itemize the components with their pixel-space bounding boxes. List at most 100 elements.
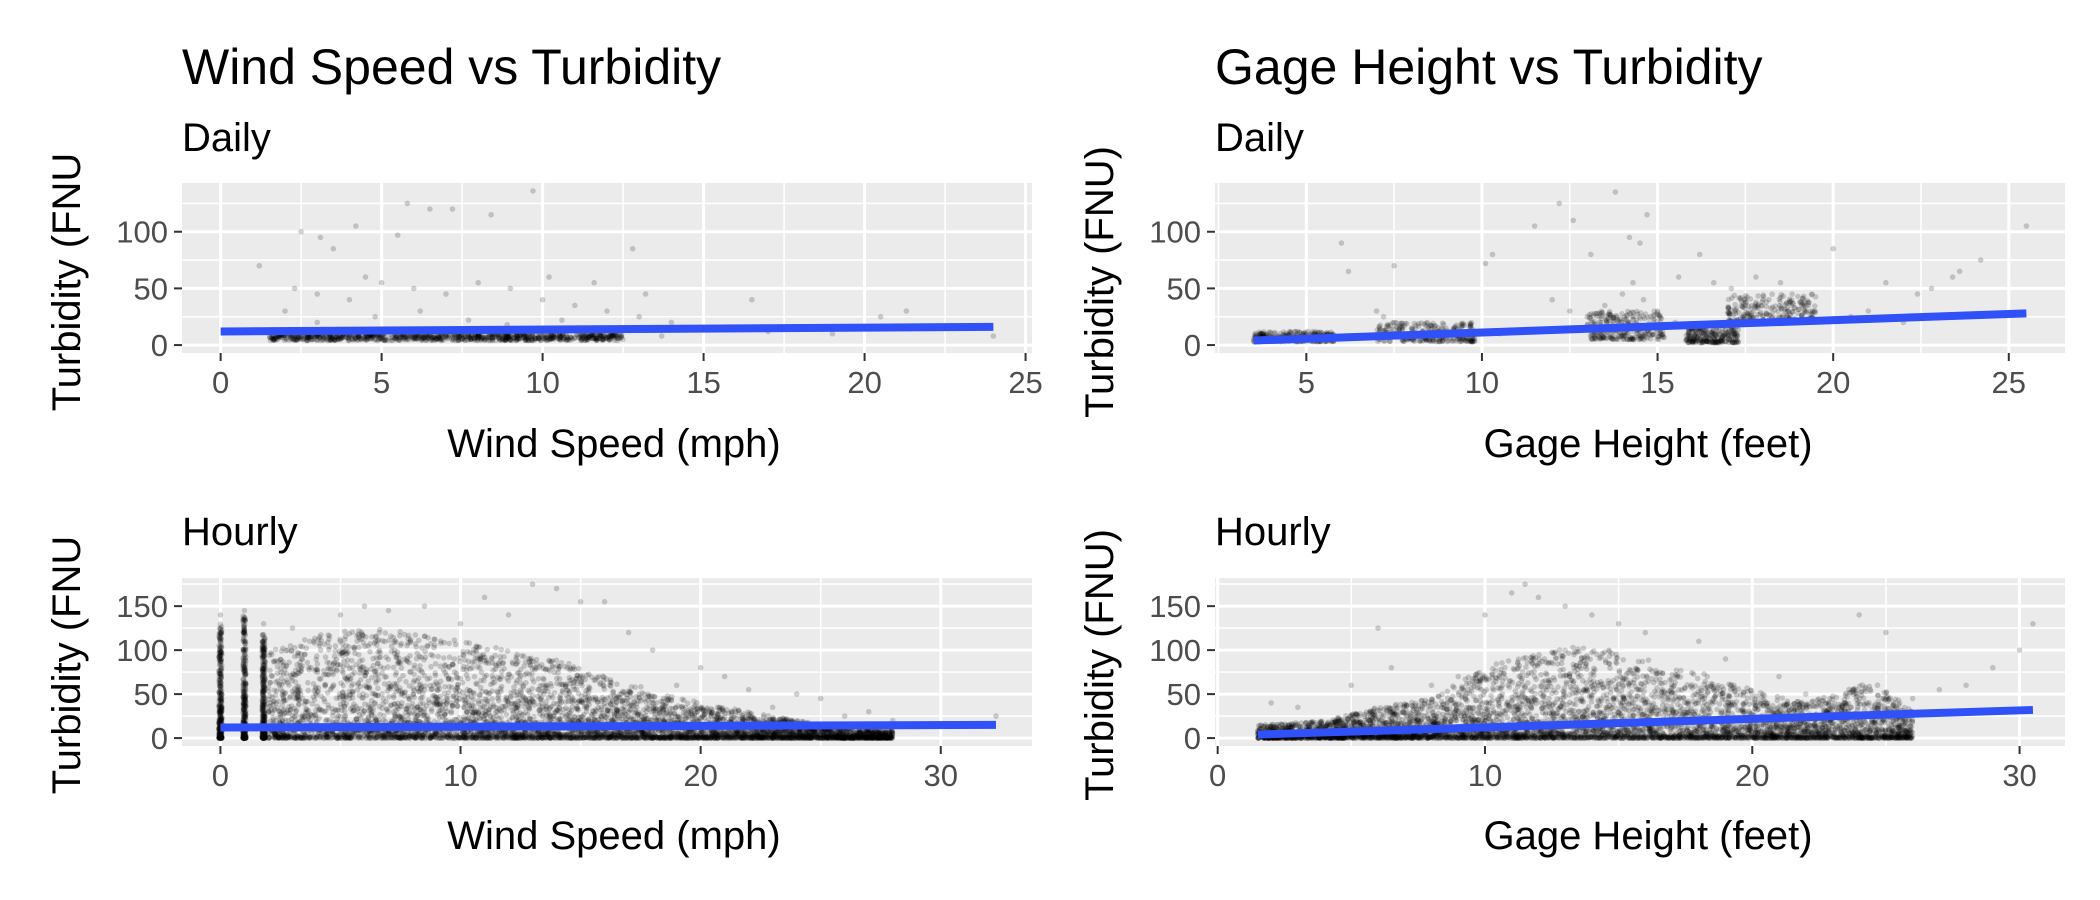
cluster-point bbox=[1622, 332, 1629, 339]
cluster-point bbox=[1725, 310, 1732, 317]
cluster-point bbox=[1398, 323, 1405, 329]
cluster-point bbox=[1748, 314, 1755, 321]
dense-point bbox=[537, 337, 544, 344]
cluster-point bbox=[1423, 337, 1430, 344]
dense-point bbox=[354, 337, 360, 343]
column-point bbox=[217, 735, 224, 741]
dense-point bbox=[577, 335, 583, 342]
dense-point bbox=[363, 334, 369, 340]
cluster-point bbox=[1600, 334, 1607, 341]
column-point bbox=[217, 731, 223, 738]
dense-point bbox=[349, 336, 355, 342]
dense-point bbox=[352, 334, 359, 341]
cluster-point bbox=[1739, 303, 1746, 310]
dense-point bbox=[331, 336, 338, 343]
data-point bbox=[1753, 274, 1759, 280]
dense-point bbox=[496, 333, 503, 339]
dense-point bbox=[344, 334, 351, 341]
dense-point bbox=[340, 334, 347, 340]
cluster-point bbox=[1802, 309, 1809, 316]
cluster-point bbox=[1609, 336, 1616, 343]
dense-point bbox=[507, 337, 514, 343]
dense-point bbox=[305, 333, 312, 340]
cluster-point bbox=[1706, 339, 1713, 346]
cluster-point bbox=[1277, 330, 1284, 337]
column-point bbox=[216, 719, 223, 725]
dense-point bbox=[600, 336, 607, 343]
dense-point bbox=[459, 336, 466, 342]
cluster-point bbox=[1801, 302, 1807, 309]
cluster-point bbox=[1729, 332, 1735, 338]
dense-point bbox=[393, 335, 399, 342]
column-point bbox=[217, 713, 223, 719]
dense-point bbox=[468, 336, 475, 342]
cluster-point bbox=[1644, 335, 1651, 341]
dense-point bbox=[559, 332, 566, 338]
cluster-point bbox=[1611, 314, 1618, 321]
cluster-point bbox=[1760, 293, 1767, 300]
data-point bbox=[530, 188, 536, 194]
column-point bbox=[216, 677, 223, 683]
dense-point bbox=[401, 335, 408, 341]
cluster-point bbox=[1790, 309, 1796, 315]
dense-point bbox=[609, 332, 616, 339]
dense-point bbox=[487, 335, 494, 341]
column-point bbox=[217, 707, 223, 714]
cluster-point bbox=[1733, 338, 1740, 345]
dense-point bbox=[472, 335, 479, 342]
dense-point bbox=[531, 334, 538, 341]
cluster-point bbox=[1789, 309, 1796, 315]
dense-point bbox=[565, 336, 572, 342]
column-point bbox=[241, 667, 248, 673]
cluster-point bbox=[1687, 337, 1693, 343]
cluster-point bbox=[1427, 322, 1434, 328]
cluster-point bbox=[1725, 296, 1732, 303]
cluster-point bbox=[1651, 308, 1657, 315]
dense-point bbox=[592, 335, 598, 342]
column-point bbox=[216, 698, 222, 704]
cluster-point bbox=[1783, 313, 1790, 319]
dense-point bbox=[269, 335, 275, 342]
cluster-point bbox=[1385, 322, 1391, 329]
dense-point bbox=[600, 336, 606, 343]
cluster-point bbox=[1690, 338, 1697, 344]
cluster-point bbox=[1692, 338, 1699, 344]
data-point bbox=[1556, 200, 1563, 207]
dense-point bbox=[557, 337, 564, 343]
dense-point bbox=[376, 335, 383, 341]
dense-point bbox=[298, 336, 305, 343]
cluster-point bbox=[1628, 335, 1635, 342]
dense-point bbox=[297, 336, 303, 342]
dense-point bbox=[312, 334, 318, 340]
column-point bbox=[217, 652, 224, 659]
dense-point bbox=[338, 335, 344, 341]
data-point bbox=[668, 319, 675, 326]
dense-point bbox=[615, 335, 621, 342]
dense-point bbox=[370, 333, 377, 340]
cluster-point bbox=[1260, 330, 1266, 337]
cluster-point bbox=[1459, 320, 1465, 327]
dense-point bbox=[411, 335, 418, 342]
dense-point bbox=[505, 335, 511, 342]
cluster-point bbox=[1729, 295, 1735, 301]
cluster-point bbox=[1804, 297, 1811, 304]
cluster-point bbox=[1775, 308, 1781, 315]
dense-point bbox=[597, 332, 604, 339]
cluster-point bbox=[1610, 314, 1617, 320]
dense-point bbox=[556, 333, 563, 339]
dense-point bbox=[420, 336, 426, 343]
cluster-point bbox=[1646, 331, 1652, 338]
dense-point bbox=[551, 336, 557, 343]
dense-point bbox=[298, 334, 305, 341]
dense-point bbox=[520, 334, 527, 341]
dense-point bbox=[605, 333, 611, 340]
cloud-point bbox=[471, 673, 478, 680]
cluster-point bbox=[1698, 328, 1704, 334]
cluster-point bbox=[1462, 337, 1469, 344]
cluster-point bbox=[1755, 301, 1761, 308]
dense-point bbox=[531, 335, 538, 342]
cluster-point bbox=[1606, 310, 1613, 317]
dense-point bbox=[404, 336, 411, 343]
data-point bbox=[330, 245, 337, 252]
